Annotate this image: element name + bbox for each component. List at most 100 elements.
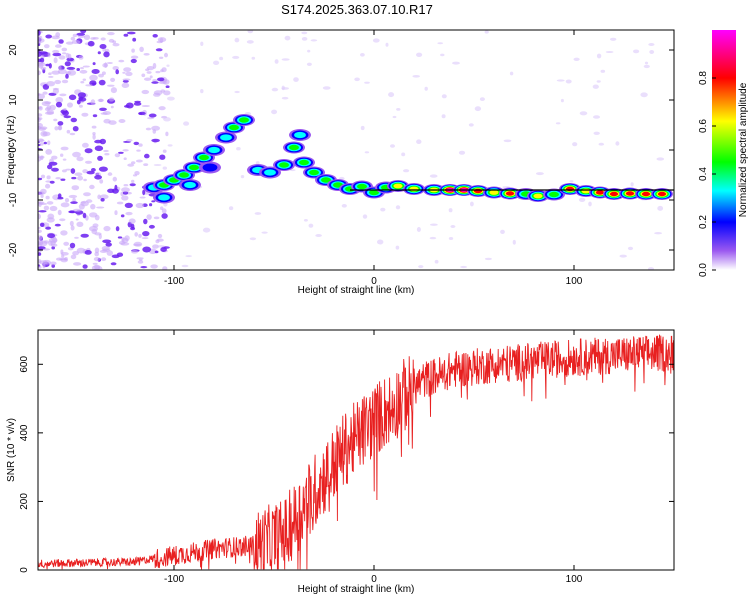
noise-speckle <box>303 219 308 222</box>
noise-speckle <box>310 39 318 42</box>
noise-speckle <box>82 264 88 269</box>
noise-layer <box>38 30 665 270</box>
noise-speckle <box>43 205 50 211</box>
noise-speckle <box>152 244 159 249</box>
noise-speckle <box>131 48 135 53</box>
noise-speckle <box>102 239 112 244</box>
snr-xlabel: Height of straight line (km) <box>298 584 415 595</box>
noise-speckle <box>59 218 66 222</box>
noise-speckle <box>67 102 73 108</box>
noise-speckle <box>144 153 150 159</box>
signal-blob <box>609 191 619 197</box>
noise-speckle <box>130 58 137 64</box>
noise-speckle <box>92 37 99 40</box>
noise-speckle <box>46 201 54 205</box>
colorbar-ticks: 0.0 0.2 0.4 0.6 0.8 <box>698 71 716 277</box>
noise-speckle <box>76 99 81 105</box>
noise-speckle <box>390 144 395 148</box>
noise-speckle <box>99 194 109 200</box>
noise-speckle <box>360 125 365 131</box>
noise-speckle <box>42 263 46 269</box>
noise-speckle <box>57 68 67 75</box>
noise-speckle <box>82 65 90 68</box>
noise-speckle <box>38 35 43 40</box>
noise-speckle <box>48 72 52 75</box>
noise-speckle <box>99 249 108 253</box>
snr-frame <box>37 329 675 571</box>
noise-speckle <box>94 139 102 144</box>
noise-speckle <box>58 55 66 60</box>
noise-speckle <box>38 252 42 256</box>
noise-speckle <box>38 201 45 204</box>
signal-blob <box>202 163 218 172</box>
noise-speckle <box>38 143 41 147</box>
noise-speckle <box>131 161 136 165</box>
noise-speckle <box>39 142 44 146</box>
noise-speckle <box>52 52 62 57</box>
noise-speckle <box>152 34 158 38</box>
noise-speckle <box>38 213 41 220</box>
noise-speckle <box>47 140 51 146</box>
noise-speckle <box>116 252 124 257</box>
noise-speckle <box>65 73 69 79</box>
noise-speckle <box>121 237 125 242</box>
noise-speckle <box>70 254 77 260</box>
y-tick-label: 400 <box>19 424 30 441</box>
noise-speckle <box>74 236 79 239</box>
colorbar-tick-label: 0.0 <box>698 263 709 277</box>
noise-speckle <box>38 70 41 76</box>
noise-speckle <box>39 51 48 54</box>
noise-speckle <box>51 155 58 160</box>
noise-speckle <box>593 115 600 119</box>
signal-blob <box>289 144 299 151</box>
noise-speckle <box>500 229 505 234</box>
noise-speckle <box>158 56 164 59</box>
noise-speckle <box>132 37 137 42</box>
noise-speckle <box>133 102 142 106</box>
noise-speckle <box>596 80 601 83</box>
noise-speckle <box>70 36 76 41</box>
noise-speckle <box>460 265 468 269</box>
noise-speckle <box>68 94 77 101</box>
noise-speckle <box>129 183 136 187</box>
noise-speckle <box>84 148 93 154</box>
noise-speckle <box>183 121 190 126</box>
noise-speckle <box>66 57 74 62</box>
noise-speckle <box>118 151 124 154</box>
noise-speckle <box>94 251 99 257</box>
noise-speckle <box>52 87 60 90</box>
noise-speckle <box>560 98 564 103</box>
noise-speckle <box>91 228 98 235</box>
noise-speckle <box>458 150 466 155</box>
noise-speckle <box>45 34 53 39</box>
noise-speckle <box>228 206 234 211</box>
noise-speckle <box>159 154 166 160</box>
noise-speckle <box>127 163 135 167</box>
noise-speckle <box>49 180 55 184</box>
noise-speckle <box>261 231 268 234</box>
noise-speckle <box>142 246 152 253</box>
noise-speckle <box>148 113 157 118</box>
noise-speckle <box>155 70 161 74</box>
noise-speckle <box>154 250 159 254</box>
noise-speckle <box>131 223 135 229</box>
noise-speckle <box>42 91 48 95</box>
noise-speckle <box>149 75 153 79</box>
noise-speckle <box>38 93 45 100</box>
noise-speckle <box>360 53 365 57</box>
noise-speckle <box>60 252 69 256</box>
noise-speckle <box>148 224 155 229</box>
noise-speckle <box>274 59 279 64</box>
noise-speckle <box>430 223 438 226</box>
noise-speckle <box>162 149 167 153</box>
noise-speckle <box>396 108 401 111</box>
noise-speckle <box>271 87 279 92</box>
noise-speckle <box>434 259 439 264</box>
noise-speckle <box>40 130 48 137</box>
noise-speckle <box>94 247 100 254</box>
noise-speckle <box>121 195 129 201</box>
signal-blobs <box>143 114 673 204</box>
noise-speckle <box>76 221 84 227</box>
noise-speckle <box>117 236 123 239</box>
noise-speckle <box>78 55 84 60</box>
